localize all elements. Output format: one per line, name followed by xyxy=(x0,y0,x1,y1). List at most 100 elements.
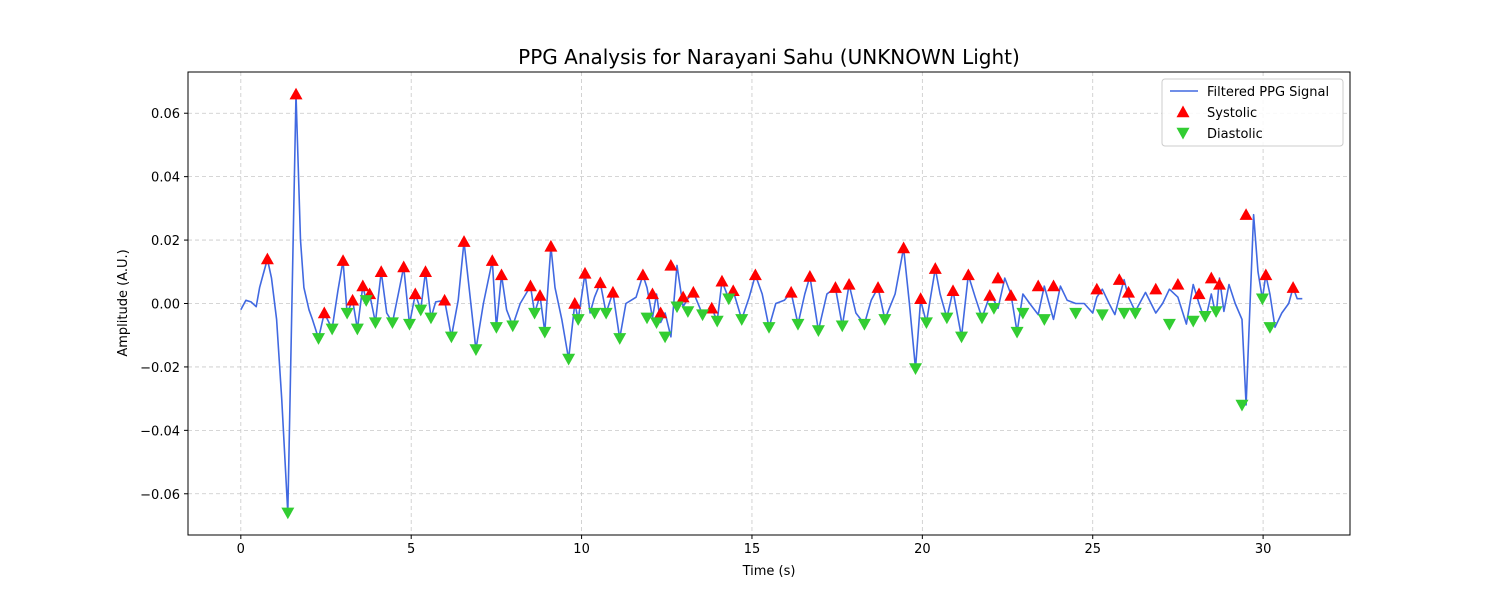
diastolic-marker xyxy=(538,326,552,339)
systolic-marker xyxy=(1031,279,1045,292)
diastolic-marker xyxy=(1128,307,1142,320)
systolic-marker xyxy=(408,287,422,300)
diastolic-marker xyxy=(469,344,483,356)
systolic-marker xyxy=(374,265,388,277)
diastolic-marker xyxy=(1186,315,1200,328)
y-axis-label: Amplitude (A.U.) xyxy=(116,249,131,356)
systolic-marker xyxy=(336,254,350,266)
legend-systolic-swatch xyxy=(1176,105,1190,118)
systolic-marker xyxy=(397,260,411,273)
systolic-marker xyxy=(346,293,360,306)
y-tick-label: 0.02 xyxy=(151,234,180,249)
y-tick-label: 0.06 xyxy=(151,107,180,122)
diastolic-marker xyxy=(588,307,602,320)
systolic-marker xyxy=(748,268,762,281)
diastolic-marker xyxy=(312,333,326,345)
diastolic-marker xyxy=(444,331,458,344)
systolic-marker xyxy=(1171,277,1185,290)
diastolic-marker xyxy=(791,318,805,331)
diastolic-marker xyxy=(1263,322,1277,334)
diastolic-marker xyxy=(670,301,684,314)
diastolic-marker xyxy=(919,317,933,330)
systolic-marker xyxy=(1212,277,1226,290)
legend-box xyxy=(1161,78,1344,147)
diastolic-marker xyxy=(1162,318,1176,331)
diastolic-marker xyxy=(1209,306,1223,318)
diastolic-marker xyxy=(414,304,428,317)
systolic-marker xyxy=(715,274,729,287)
systolic-marker xyxy=(645,287,659,300)
legend-label: Diastolic xyxy=(1207,127,1263,142)
diastolic-marker xyxy=(281,507,295,520)
diastolic-marker xyxy=(696,309,710,322)
diastolic-marker xyxy=(835,320,849,333)
diastolic-marker xyxy=(658,331,672,344)
diastolic-marker xyxy=(325,323,339,336)
systolic-marker xyxy=(495,268,509,281)
y-tick-label: 0.04 xyxy=(151,171,180,186)
diastolic-marker xyxy=(909,363,923,376)
diastolic-marker xyxy=(975,312,989,325)
x-tick-label: 0 xyxy=(237,542,245,557)
x-axis-label: Time (s) xyxy=(742,564,796,579)
systolic-marker xyxy=(1259,268,1273,281)
systolic-marker xyxy=(260,252,274,265)
systolic-marker xyxy=(1204,271,1218,284)
diastolic-marker xyxy=(1235,399,1249,412)
diastolic-marker xyxy=(857,318,871,331)
systolic-marker xyxy=(457,235,471,247)
diastolic-marker xyxy=(506,320,520,333)
x-tick-label: 30 xyxy=(1255,542,1272,557)
x-tick-label: 5 xyxy=(407,542,415,557)
y-tick-label: 0.00 xyxy=(151,298,180,313)
diastolic-marker xyxy=(528,307,542,320)
diastolic-marker xyxy=(424,312,438,325)
systolic-marker xyxy=(544,239,558,252)
plot-series xyxy=(240,87,1303,520)
systolic-marker xyxy=(1047,279,1061,292)
systolic-marker xyxy=(1112,273,1126,285)
systolic-marker xyxy=(928,262,942,274)
systolic-marker xyxy=(578,266,592,279)
systolic-marker xyxy=(726,284,740,297)
systolic-marker xyxy=(1004,289,1018,301)
systolic-marker xyxy=(568,297,582,309)
systolic-marker xyxy=(961,268,975,281)
legend-label: Filtered PPG Signal xyxy=(1207,85,1329,100)
y-tick-label: −0.02 xyxy=(140,361,180,376)
systolic-marker xyxy=(593,276,607,289)
systolic-marker xyxy=(983,289,997,301)
diastolic-marker xyxy=(735,314,749,326)
diastolic-marker xyxy=(368,317,382,330)
legend-label: Systolic xyxy=(1207,106,1257,121)
diastolic-marker xyxy=(385,317,399,330)
systolic-marker xyxy=(317,306,331,319)
diastolic-marker xyxy=(1255,293,1269,306)
diastolic-marker xyxy=(599,307,613,320)
y-tick-label: −0.04 xyxy=(140,424,180,439)
systolic-marker xyxy=(1286,281,1300,293)
y-tick-label: −0.06 xyxy=(140,488,180,503)
diastolic-marker xyxy=(640,312,654,325)
systolic-marker xyxy=(654,306,668,319)
chart-title: PPG Analysis for Narayani Sahu (UNKNOWN … xyxy=(518,45,1020,69)
systolic-marker xyxy=(664,258,678,271)
systolic-marker xyxy=(1090,282,1104,295)
diastolic-marker xyxy=(489,322,503,334)
diastolic-marker xyxy=(681,306,695,318)
diastolic-marker xyxy=(1198,310,1212,323)
x-tick-label: 15 xyxy=(744,542,761,557)
systolic-marker xyxy=(636,268,650,281)
systolic-marker xyxy=(871,281,885,293)
systolic-marker xyxy=(946,284,960,297)
diastolic-marker xyxy=(650,317,664,330)
diastolic-marker xyxy=(955,331,969,344)
axes: 0 5 10 15 20 25 30 −0.06 −0.04 −0.02 0.00 0.02 0.04 0… xyxy=(140,71,1351,557)
diastolic-marker xyxy=(811,325,825,337)
systolic-marker xyxy=(1239,208,1253,220)
diastolic-marker xyxy=(940,312,954,325)
systolic-marker xyxy=(676,290,690,303)
systolic-marker xyxy=(828,281,842,293)
diastolic-marker xyxy=(1117,307,1131,320)
